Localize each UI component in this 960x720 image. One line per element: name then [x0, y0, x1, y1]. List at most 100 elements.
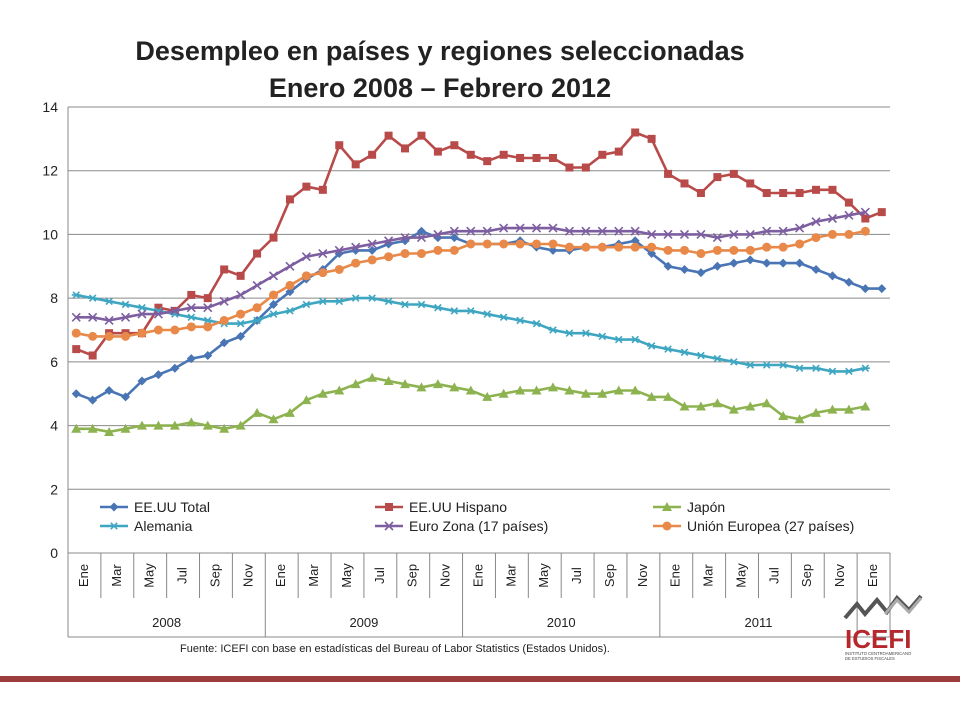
data-point: [696, 249, 706, 259]
data-point: [466, 307, 476, 315]
data-point: [153, 309, 163, 319]
data-point: [367, 372, 378, 382]
x-tick-label: Mar: [701, 564, 716, 587]
data-point: [466, 239, 476, 249]
data-point: [417, 131, 426, 140]
series-4: [71, 207, 870, 326]
series-5: [71, 226, 870, 341]
data-point: [153, 370, 163, 380]
data-point: [153, 420, 164, 430]
data-point: [598, 150, 607, 159]
data-point: [712, 233, 722, 243]
data-point: [647, 342, 657, 350]
data-point: [827, 367, 837, 376]
data-point: [137, 328, 147, 338]
data-point: [548, 223, 558, 233]
data-point: [729, 229, 739, 239]
data-point: [761, 398, 772, 408]
data-point: [499, 313, 509, 322]
x-tick-label: Nov: [240, 563, 255, 587]
logo-wordmark: ICEFI: [845, 624, 911, 654]
data-point: [745, 229, 755, 239]
data-point: [532, 239, 542, 249]
data-point: [498, 388, 509, 398]
data-point: [762, 226, 772, 236]
data-point: [631, 128, 640, 137]
data-point: [663, 261, 673, 271]
data-point: [203, 322, 213, 332]
data-point: [351, 160, 360, 169]
legend-item: EE.UU Hispano: [375, 499, 507, 515]
data-point: [367, 245, 377, 255]
data-point: [614, 226, 624, 236]
data-point: [795, 258, 805, 268]
data-point: [334, 264, 344, 274]
data-point: [433, 147, 442, 156]
data-point: [318, 297, 328, 306]
data-point: [169, 420, 180, 430]
data-point: [236, 319, 246, 328]
data-point: [465, 385, 476, 395]
data-point: [433, 303, 443, 312]
data-point: [302, 182, 311, 191]
x-tick-label: Nov: [832, 563, 847, 587]
data-point: [252, 407, 263, 417]
data-point: [794, 414, 805, 424]
data-point: [88, 395, 98, 405]
data-point: [548, 245, 558, 255]
y-tick-label: 4: [50, 418, 58, 434]
data-point: [449, 226, 459, 236]
chart-title: Desempleo en países y regiones seleccion…: [135, 36, 745, 66]
data-point: [746, 179, 755, 188]
legend-marker: [384, 521, 394, 531]
data-point: [713, 173, 722, 182]
y-tick-label: 14: [42, 99, 58, 115]
footer-accent-bar: [0, 676, 960, 682]
data-point: [120, 312, 131, 322]
data-point: [680, 179, 689, 188]
data-point: [367, 255, 377, 265]
data-point: [400, 300, 410, 309]
data-point: [843, 404, 854, 414]
x-year-label: 2010: [547, 615, 576, 630]
data-point: [827, 213, 838, 224]
x-tick-label: Mar: [306, 564, 321, 587]
x-tick-label: Ene: [76, 564, 91, 587]
data-point: [203, 350, 213, 360]
data-point: [828, 185, 837, 194]
data-point: [877, 284, 887, 294]
data-point: [384, 236, 394, 246]
data-point: [696, 229, 706, 239]
data-point: [565, 163, 574, 172]
x-tick-label: Jul: [766, 567, 781, 584]
data-point: [581, 329, 591, 337]
data-point: [400, 379, 411, 389]
y-tick-label: 8: [50, 290, 58, 306]
logo-subtext-1: INSTITUTO CENTROAMERICANO: [845, 651, 912, 656]
data-point: [811, 264, 821, 274]
data-point: [844, 210, 854, 220]
data-point: [795, 239, 805, 249]
data-point: [170, 363, 180, 373]
data-point: [104, 426, 115, 436]
data-point: [811, 364, 821, 372]
data-point: [384, 252, 394, 262]
data-point: [253, 249, 262, 258]
data-point: [630, 335, 640, 344]
data-point: [449, 382, 460, 392]
data-point: [663, 391, 674, 401]
data-point: [137, 303, 147, 312]
data-point: [564, 226, 574, 236]
x-tick-label: Jul: [175, 567, 190, 584]
data-point: [696, 189, 705, 198]
data-point: [351, 242, 361, 252]
data-point: [236, 271, 245, 280]
x-tick-label: May: [142, 563, 157, 588]
data-point: [613, 385, 624, 395]
data-point: [663, 345, 673, 353]
data-point: [696, 351, 706, 360]
data-point: [351, 258, 361, 268]
data-point: [170, 325, 180, 335]
data-point: [679, 229, 690, 239]
x-tick-label: Sep: [799, 564, 814, 587]
